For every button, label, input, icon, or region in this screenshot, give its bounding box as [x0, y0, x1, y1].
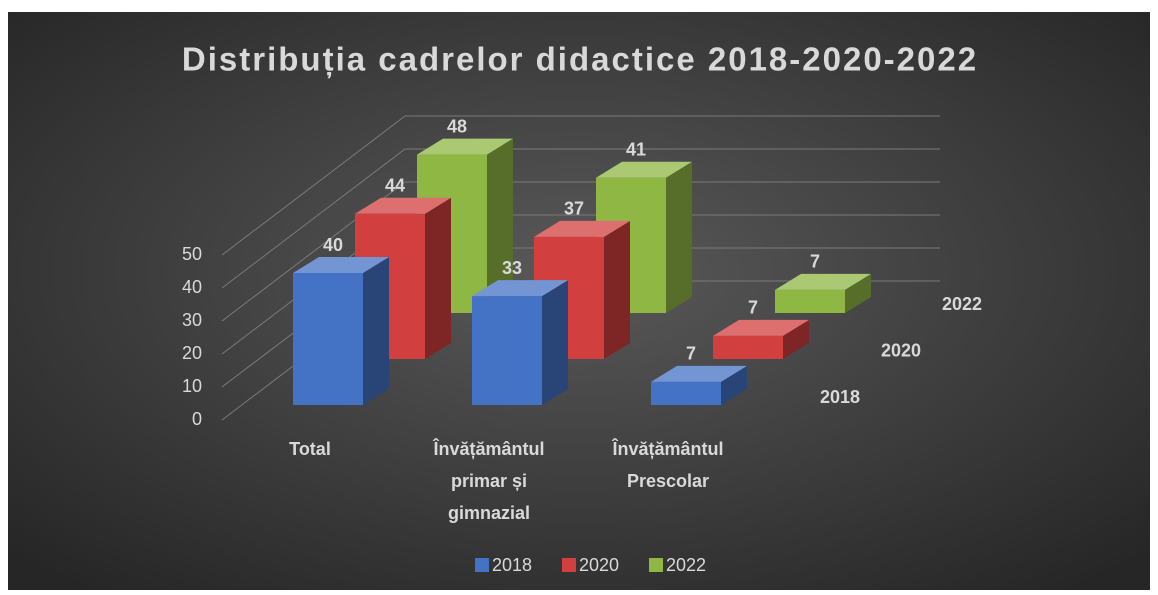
legend-label: 2020	[579, 555, 619, 575]
bar-top	[417, 138, 513, 155]
bar-top	[472, 280, 568, 297]
legend-label: 2018	[492, 555, 532, 575]
data-label: 41	[626, 139, 646, 159]
depth-label: 2020	[881, 340, 921, 360]
data-label: 48	[447, 116, 467, 136]
depth-label: 2022	[942, 294, 982, 314]
bar	[713, 319, 809, 359]
bar-top	[775, 273, 871, 290]
y-tick-label: 10	[182, 376, 202, 396]
bar-top	[596, 161, 692, 178]
grid-line	[221, 148, 406, 289]
data-label: 7	[748, 298, 758, 318]
data-label: 7	[686, 344, 696, 364]
bar-side	[542, 280, 568, 405]
bar	[293, 257, 389, 405]
bar	[596, 161, 692, 313]
bar-side	[363, 257, 389, 405]
y-tick-label: 50	[182, 244, 202, 264]
bar-side	[783, 319, 809, 359]
data-label: 40	[323, 235, 343, 255]
data-label: 33	[502, 258, 522, 278]
bar	[651, 365, 747, 405]
chart-title: Distribuția cadrelor didactice 2018-2020…	[182, 41, 978, 79]
bar-side	[845, 273, 871, 313]
bar-front	[775, 289, 845, 313]
grid-line	[221, 115, 406, 256]
y-tick-label: 20	[182, 343, 202, 363]
legend-swatch	[475, 558, 489, 572]
bar-side	[425, 197, 451, 359]
depth-label: 2018	[820, 387, 860, 407]
bar-side	[721, 365, 747, 405]
x-tick-label: Învățământul primar și gimnazial	[433, 439, 545, 523]
bar-front	[651, 381, 721, 405]
bar	[775, 273, 871, 313]
bar-front	[293, 273, 363, 405]
bar-top	[713, 319, 809, 336]
bar-top	[355, 197, 451, 214]
legend-label: 2022	[666, 555, 706, 575]
bar-side	[604, 220, 630, 359]
bar-top	[534, 220, 630, 237]
data-label: 44	[385, 176, 405, 196]
y-tick-label: 40	[182, 277, 202, 297]
bar-front	[713, 335, 783, 359]
x-tick-label: Total	[289, 439, 331, 459]
bar	[355, 197, 451, 359]
bar-top	[293, 257, 389, 273]
bar	[472, 280, 568, 405]
x-tick-label: Învățământul Prescolar	[612, 439, 724, 491]
legend-swatch	[649, 558, 663, 572]
bar-front	[472, 296, 542, 405]
data-label: 37	[564, 199, 584, 219]
bar-side	[666, 161, 692, 313]
bar-side	[487, 138, 513, 313]
legend-swatch	[562, 558, 576, 572]
y-tick-label: 30	[182, 310, 202, 330]
bar-top	[651, 365, 747, 382]
data-label: 7	[810, 252, 820, 272]
y-tick-label: 0	[192, 409, 202, 429]
